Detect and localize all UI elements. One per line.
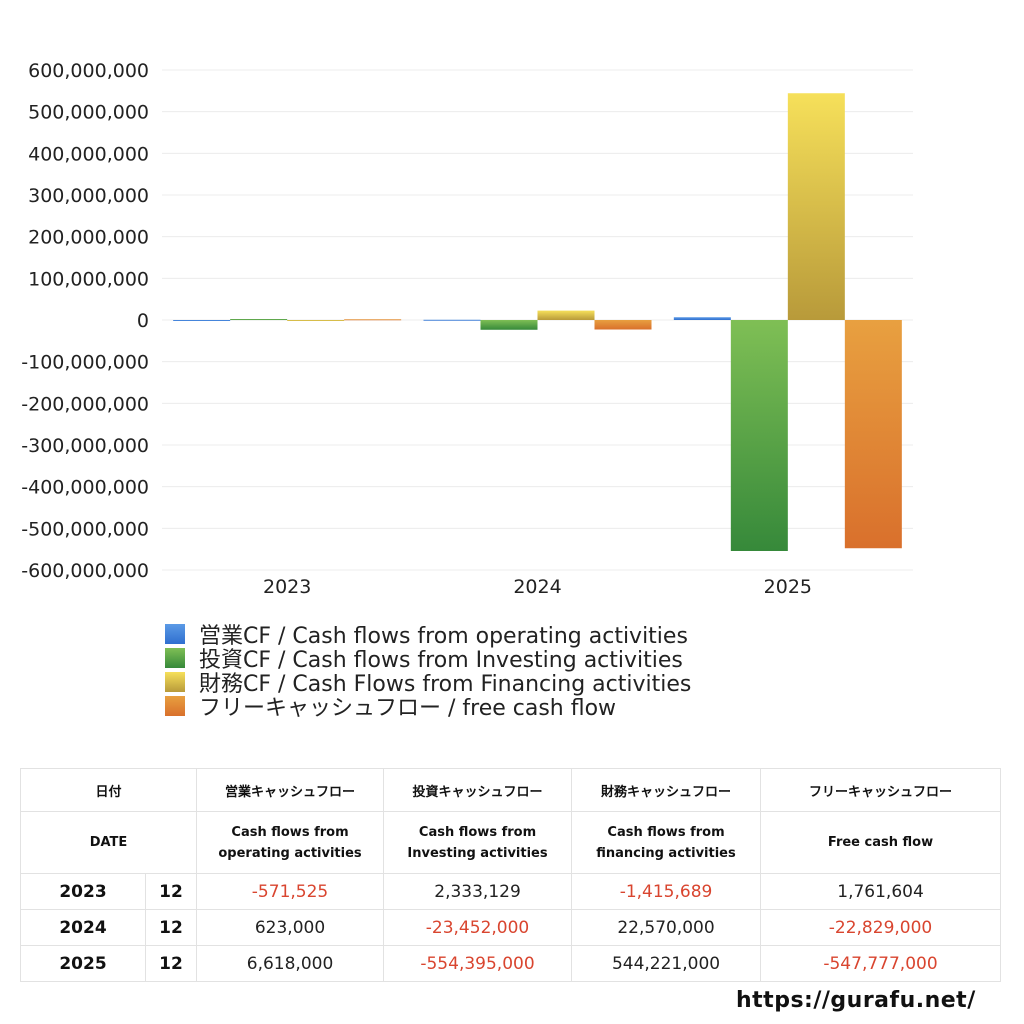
- bar-2025-series-0: [673, 317, 731, 320]
- x-axis-ticks: 2023 2024 2025: [263, 576, 812, 598]
- row-value: 1,761,604: [760, 873, 1002, 910]
- legend-label: フリーキャッシュフロー / free cash flow: [199, 696, 617, 721]
- legend-item: 財務CF / Cash Flows from Financing activit…: [165, 670, 691, 697]
- row-value: -23,452,000: [383, 909, 573, 946]
- row-month: 12: [144, 909, 198, 946]
- legend-item: 営業CF / Cash flows from operating activit…: [165, 622, 691, 649]
- row-year: 2023: [20, 873, 146, 910]
- y-tick-label: 200,000,000: [28, 227, 149, 249]
- row-value: 22,570,000: [571, 909, 762, 946]
- legend-swatch: [165, 672, 185, 692]
- row-value: 2,333,129: [383, 873, 573, 910]
- legend-item: フリーキャッシュフロー / free cash flow: [165, 694, 691, 721]
- y-tick-label: 100,000,000: [28, 268, 149, 290]
- y-tick-label: 500,000,000: [28, 102, 149, 124]
- y-tick-label: -100,000,000: [21, 352, 149, 374]
- legend-swatch: [165, 624, 185, 644]
- y-tick-label: -200,000,000: [21, 393, 149, 415]
- x-tick-label: 2025: [764, 576, 812, 598]
- row-value: -547,777,000: [760, 945, 1002, 982]
- legend-swatch: [165, 648, 185, 668]
- row-year: 2025: [20, 945, 146, 982]
- bar-2024-series-2: [537, 310, 595, 320]
- legend-swatch: [165, 696, 185, 716]
- row-value: -22,829,000: [760, 909, 1002, 946]
- bar-2023-series-0: [173, 320, 231, 321]
- table-header-en: DATE Cash flows from operating activities C…: [19, 811, 1002, 874]
- cash-flow-table: 日付 営業キャッシュフロー 投資キャッシュフロー 財務キャッシュフロー フリーキ…: [19, 768, 1002, 982]
- bar-2024-series-3: [594, 320, 652, 330]
- header-investing-jp: 投資キャッシュフロー: [383, 768, 573, 812]
- legend-label: 営業CF / Cash flows from operating activit…: [199, 624, 688, 649]
- bar-2024-series-1: [480, 320, 538, 330]
- x-tick-label: 2023: [263, 576, 311, 598]
- legend-label: 投資CF / Cash flows from Investing activit…: [199, 648, 683, 673]
- bar-2023-series-2: [287, 320, 345, 321]
- row-month: 12: [144, 945, 198, 982]
- header-operating-jp: 営業キャッシュフロー: [196, 768, 385, 812]
- bar-2025-series-1: [730, 320, 788, 551]
- bar-2023-series-3: [344, 319, 402, 321]
- row-value: -1,415,689: [571, 873, 762, 910]
- cash-flow-chart: 600,000,000 500,000,000 400,000,000 300,000…: [21, 60, 913, 598]
- row-value: -571,525: [196, 873, 385, 910]
- header-en-cell: Cash flows from Investing activities: [383, 811, 573, 874]
- header-en-cell: DATE: [19, 811, 198, 874]
- row-year: 2024: [20, 909, 146, 946]
- header-en-cell: Cash flows from operating activities: [196, 811, 385, 874]
- table-row: 2024 12 623,000 -23,452,000 22,570,000 -22,82…: [20, 909, 1002, 946]
- row-value: -554,395,000: [383, 945, 573, 982]
- bar-2024-series-0: [423, 319, 481, 321]
- y-tick-label: 600,000,000: [28, 60, 149, 82]
- table-header-jp: 日付 営業キャッシュフロー 投資キャッシュフロー 財務キャッシュフロー フリーキ…: [19, 768, 1002, 812]
- bar-2025-series-3: [844, 320, 902, 549]
- header-financing-jp: 財務キャッシュフロー: [571, 768, 762, 812]
- row-value: 623,000: [196, 909, 385, 946]
- header-en-cell: Cash flows from financing activities: [571, 811, 762, 874]
- legend-label: 財務CF / Cash Flows from Financing activit…: [199, 672, 692, 697]
- chart-legend: 営業CF / Cash flows from operating activit…: [165, 622, 691, 721]
- row-value: 544,221,000: [571, 945, 762, 982]
- y-tick-label: -400,000,000: [21, 477, 149, 499]
- y-tick-label: 400,000,000: [28, 143, 149, 165]
- x-tick-label: 2024: [513, 576, 561, 598]
- header-date-jp: 日付: [19, 768, 198, 812]
- header-en-cell: Free cash flow: [760, 811, 1002, 874]
- y-axis-ticks: 600,000,000 500,000,000 400,000,000 300,000…: [21, 60, 149, 582]
- y-tick-label: -500,000,000: [21, 518, 149, 540]
- legend-item: 投資CF / Cash flows from Investing activit…: [165, 646, 691, 673]
- table-row: 2025 12 6,618,000 -554,395,000 544,221,000 -5…: [20, 945, 1002, 982]
- bar-2023-series-1: [230, 319, 288, 321]
- y-tick-label: 300,000,000: [28, 185, 149, 207]
- chart-bars: [173, 93, 902, 551]
- site-url: https://gurafu.net/: [736, 988, 976, 1013]
- y-tick-label: -300,000,000: [21, 435, 149, 457]
- row-value: 6,618,000: [196, 945, 385, 982]
- table-row: 2023 12 -571,525 2,333,129 -1,415,689 1,761,6…: [20, 873, 1002, 910]
- bar-2025-series-2: [787, 93, 845, 321]
- y-tick-label: -600,000,000: [21, 560, 149, 582]
- header-free-jp: フリーキャッシュフロー: [760, 768, 1002, 812]
- y-tick-label: 0: [137, 310, 149, 332]
- row-month: 12: [144, 873, 198, 910]
